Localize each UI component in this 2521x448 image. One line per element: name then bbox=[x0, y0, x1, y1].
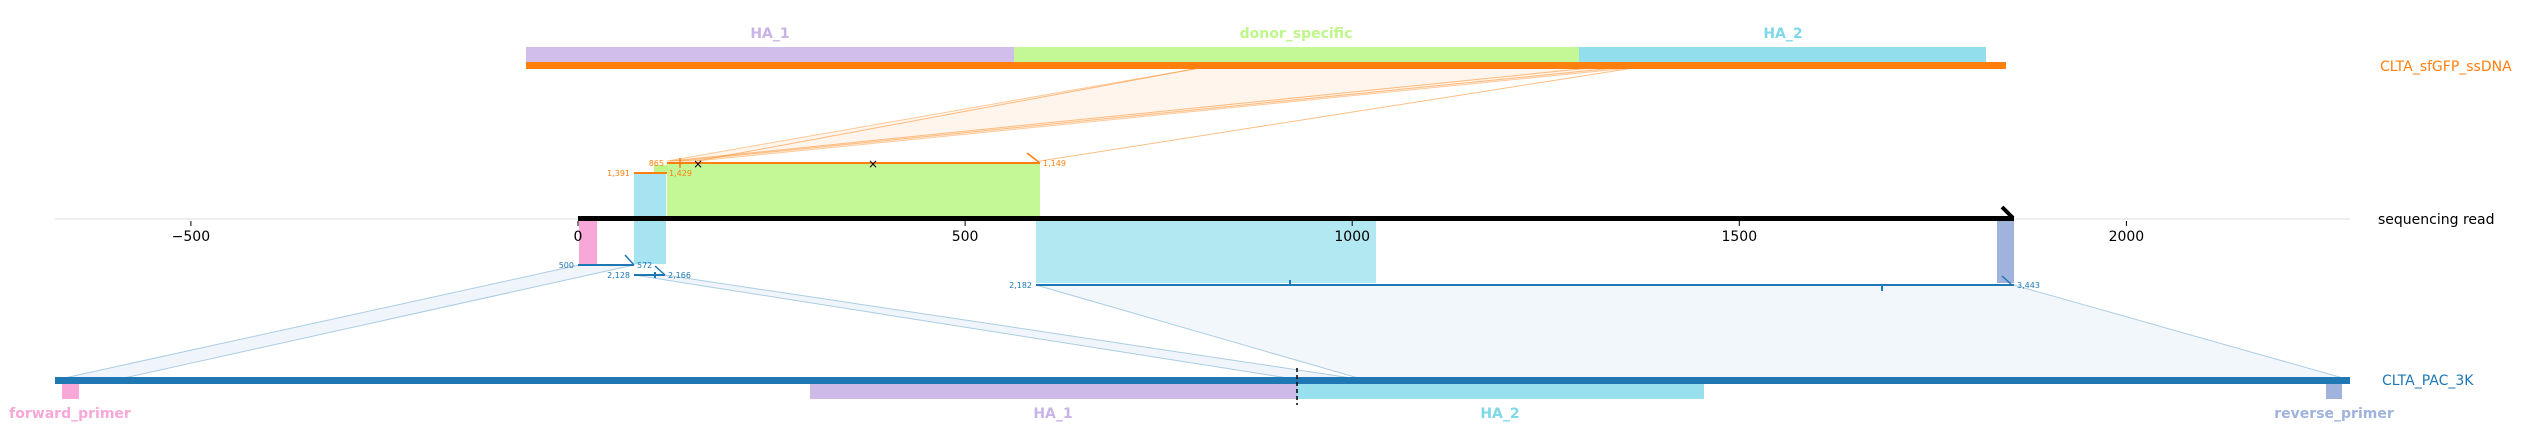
read-ha1-target-block bbox=[634, 221, 666, 264]
target-feature-label: forward_primer bbox=[9, 406, 131, 422]
target-coordinate-label: 3,443 bbox=[2017, 281, 2040, 290]
read-axis-tick-label: −500 bbox=[172, 229, 210, 245]
donor-feature-ha1-box bbox=[526, 47, 1014, 64]
donor-feature-label: HA_1 bbox=[750, 26, 789, 42]
target-feature-label: HA_2 bbox=[1480, 406, 1519, 422]
target-coordinate-label: 572 bbox=[637, 261, 652, 270]
read-axis-tick-label: 2000 bbox=[2109, 229, 2145, 245]
mismatch-marker: × bbox=[868, 157, 878, 171]
read-bar-end-tick bbox=[2000, 205, 2015, 220]
donor-connector-line bbox=[696, 66, 1206, 162]
target-feature-label: reverse_primer bbox=[2274, 406, 2394, 422]
read-ha2-target-block bbox=[1036, 221, 1376, 283]
read-reference-name: sequencing read bbox=[2378, 212, 2494, 228]
target-connector-band bbox=[54, 264, 635, 381]
read-track: × × 1,391 865 1,429 1,149 500 572 2,128 … bbox=[55, 152, 2494, 291]
read-axis-tick-label: 500 bbox=[952, 229, 979, 245]
donor-connector-line bbox=[679, 66, 1626, 162]
read-donor-specific-block bbox=[667, 163, 1040, 218]
read-donor-tick bbox=[1026, 152, 1041, 164]
donor-feature-label: donor_specific bbox=[1240, 26, 1353, 42]
donor-coordinate-label: 1,391 bbox=[607, 169, 630, 178]
read-axis-tick-label: 1000 bbox=[1334, 229, 1370, 245]
read-axis-tick-label: 0 bbox=[574, 229, 583, 245]
donor-track: HA_1 donor_specific HA_2 CLTA_sfGFP_ssDN… bbox=[526, 26, 2512, 162]
target-feature-label: HA_1 bbox=[1033, 406, 1072, 422]
target-feature-ha1-box bbox=[810, 383, 1297, 399]
donor-feature-label: HA_2 bbox=[1763, 26, 1802, 42]
donor-connector-line bbox=[669, 66, 1601, 162]
target-feature-reverse-primer-box bbox=[2326, 383, 2342, 399]
donor-connector-line bbox=[1039, 66, 1641, 162]
mismatch-marker: × bbox=[693, 157, 703, 171]
read-target-tick bbox=[624, 254, 635, 266]
read-bar bbox=[578, 216, 2014, 221]
target-track: forward_primer HA_1 HA_2 reverse_primer … bbox=[9, 264, 2474, 422]
donor-coordinate-label: 865 bbox=[649, 159, 664, 168]
target-coordinate-label: 2,128 bbox=[607, 271, 630, 280]
read-reverse-primer-block bbox=[1997, 221, 2014, 283]
target-reference-name: CLTA_PAC_3K bbox=[2382, 373, 2474, 389]
target-reference-bar bbox=[55, 377, 2350, 384]
donor-feature-donor-specific-box bbox=[1014, 47, 1579, 64]
target-feature-forward-primer-box bbox=[62, 383, 79, 399]
read-forward-primer-block bbox=[579, 221, 597, 264]
read-ha1-block bbox=[634, 173, 666, 218]
target-coordinate-label: 500 bbox=[559, 261, 574, 270]
donor-feature-ha2-box bbox=[1579, 47, 1986, 64]
donor-reference-name: CLTA_sfGFP_ssDNA bbox=[2380, 59, 2512, 75]
read-target-tick bbox=[654, 265, 666, 276]
donor-reference-bar bbox=[526, 62, 2006, 69]
target-coordinate-label: 2,166 bbox=[668, 271, 691, 280]
read-axis: −500 0 500 1000 1500 2000 bbox=[172, 221, 2145, 245]
read-small-block bbox=[654, 165, 668, 173]
read-target-tick bbox=[2001, 275, 2013, 286]
donor-coordinate-label: 1,429 bbox=[669, 169, 692, 178]
donor-coordinate-label: 1,149 bbox=[1043, 159, 1066, 168]
read-axis-tick-label: 1500 bbox=[1721, 229, 1757, 245]
target-feature-ha2-box bbox=[1297, 383, 1704, 399]
target-coordinate-label: 2,182 bbox=[1009, 281, 1032, 290]
